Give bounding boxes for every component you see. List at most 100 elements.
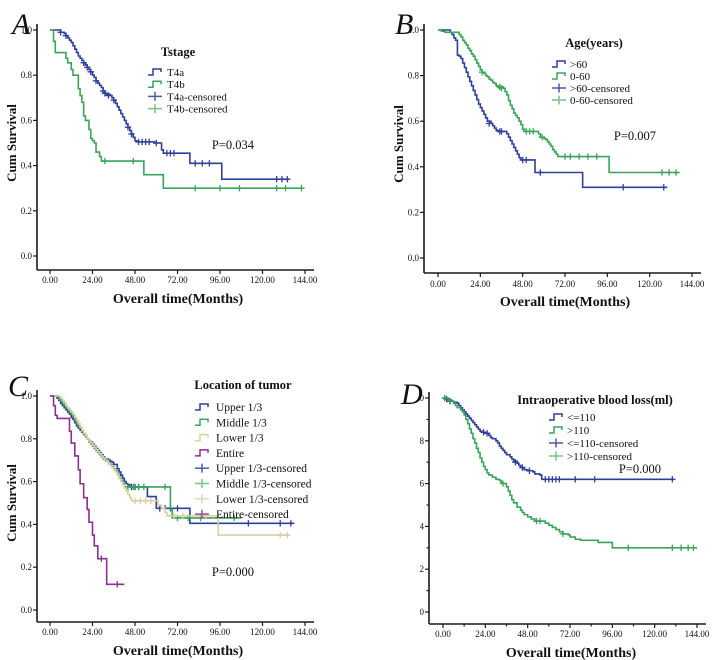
legend-label: Middle 1/3 — [216, 417, 267, 429]
series->60 — [438, 29, 668, 189]
x-tick-label: 24.00 — [82, 275, 103, 285]
legend-symbol-step-line — [549, 426, 563, 434]
tick-marks — [420, 29, 693, 277]
legend-symbol-step-line — [552, 72, 566, 80]
y-tick-label: 0.6 — [21, 477, 33, 487]
y-tick-label: 1.0 — [21, 391, 33, 401]
legend-label: >110-censored — [567, 451, 633, 463]
legend-label: Upper 1/3 — [216, 402, 263, 414]
x-tick-label: 144.00 — [680, 279, 705, 289]
p-value: P=0.000 — [212, 565, 254, 579]
legend-symbol-step-line — [148, 68, 162, 76]
tick-marks — [425, 397, 698, 628]
legend-label: Lower 1/3 — [216, 433, 264, 445]
legend-label: >60 — [570, 59, 588, 71]
y-tick-label: 0.2 — [21, 562, 32, 572]
tick-marks — [33, 29, 306, 274]
panel-C-svg: C 0.00 24.00 48.00 72.00 96.00 120.00 144.00 0.0… — [4, 370, 318, 659]
y-tick-label: 0.8 — [408, 71, 420, 81]
legend-symbol-censor-plus — [552, 95, 566, 105]
legend-symbol-censor-plus — [549, 438, 563, 448]
y-tick-label: 0.0 — [413, 607, 425, 617]
x-tick-label: 72.00 — [167, 275, 188, 285]
x-tick-label: 48.00 — [513, 279, 534, 289]
y-tick-label: 1.0 — [408, 25, 420, 35]
legend-label: Entire-censored — [216, 509, 289, 521]
x-tick-label: 0.00 — [42, 627, 58, 637]
y-tick-label: 0.2 — [413, 564, 424, 574]
panel-A-svg: A 0.00 24.00 48.00 72.00 96.00 120.00 144.00 0.0… — [4, 8, 318, 307]
legend-symbol-step-line — [195, 449, 209, 457]
x-tick-label: 120.00 — [637, 279, 662, 289]
p-value: P=0.007 — [614, 129, 656, 143]
x-tick-label: 72.00 — [167, 627, 188, 637]
legend-label: T4b-censored — [167, 104, 228, 116]
censor-marks-0-60 — [478, 68, 680, 176]
legend: Age(years) >600-60>60-censored0-60-censor… — [552, 36, 633, 107]
legend-title: Intraoperative blood loss(ml) — [517, 393, 673, 407]
legend-label: >60-censored — [570, 83, 630, 95]
legend: Intraoperative blood loss(ml) <=110>110<=… — [517, 393, 673, 463]
legend-symbol-censor-plus — [549, 451, 563, 461]
legend-symbol-step-line — [549, 413, 563, 421]
x-tick-label: 96.00 — [602, 629, 623, 639]
x-axis-title: Overall time(Months) — [113, 644, 244, 659]
x-tick-label: 120.00 — [250, 275, 275, 285]
legend-symbol-step-line — [195, 433, 209, 442]
legend-label: <=110 — [567, 412, 596, 424]
tick-marks — [33, 395, 306, 626]
y-tick-label: 0.4 — [413, 521, 425, 531]
x-tick-label: 96.00 — [597, 279, 618, 289]
legend-label: T4b — [167, 79, 185, 91]
x-tick-label: 120.00 — [250, 627, 275, 637]
x-tick-label: 0.00 — [430, 279, 446, 289]
series-Lower 1/3 — [50, 395, 290, 536]
legend-label: Upper 1/3-censored — [216, 463, 307, 475]
axes — [423, 24, 701, 274]
y-tick-label: 0.8 — [413, 436, 425, 446]
legend-symbol-step-line — [552, 60, 566, 68]
legend-label: 0-60-censored — [570, 95, 633, 107]
y-tick-label: 0.6 — [408, 116, 420, 126]
censor-marks-T4b — [101, 157, 305, 192]
x-axis-title: Overall time(Months) — [500, 295, 631, 310]
x-tick-label: 72.00 — [555, 279, 576, 289]
censor-marks->110 — [441, 394, 697, 551]
legend-label: Entire — [216, 448, 244, 460]
y-tick-label: 0.4 — [21, 519, 33, 529]
legend-symbol-censor-plus — [148, 104, 162, 114]
censor-marks-Entire — [98, 555, 121, 588]
censor-marks-T4a — [57, 29, 291, 183]
y-tick-label: 0.0 — [21, 605, 33, 615]
legend-label: T4a — [167, 67, 184, 79]
axes — [36, 390, 314, 623]
y-tick-label: 0.2 — [21, 206, 32, 216]
x-tick-label: 0.00 — [42, 275, 58, 285]
x-tick-label: 24.00 — [82, 627, 103, 637]
legend-symbol-censor-plus — [552, 83, 566, 93]
p-value: P=0.034 — [212, 138, 255, 152]
x-tick-label: 24.00 — [475, 629, 496, 639]
y-tick-label: 0.4 — [21, 161, 33, 171]
series-T4b — [50, 29, 304, 189]
series-0-60 — [438, 29, 680, 174]
legend-label: >110 — [567, 425, 590, 437]
x-axis-title: Overall time(Months) — [506, 646, 637, 660]
legend-symbol-censor-plus — [195, 509, 209, 519]
legend-symbol-step-line — [195, 418, 209, 427]
y-tick-label: 0.2 — [408, 207, 419, 217]
x-tick-label: 48.00 — [518, 629, 539, 639]
panel-B-svg: B 0.00 24.00 48.00 72.00 96.00 120.00 144.00 0.0… — [391, 8, 705, 310]
y-axis-title: Cum Survival — [4, 104, 19, 182]
legend-symbol-censor-plus — [195, 463, 209, 473]
x-tick-label: 144.00 — [293, 275, 318, 285]
censor-marks->60 — [485, 120, 667, 191]
legend-title: Tstage — [161, 45, 196, 59]
axes — [36, 24, 314, 271]
legend-symbol-step-line — [195, 403, 209, 411]
panel-D-svg: D 0.00 24.00 48.00 72.00 96.00 120.00 144.00 0.0… — [400, 378, 710, 660]
legend-title: Age(years) — [565, 36, 623, 50]
y-tick-label: 0.4 — [408, 162, 420, 172]
